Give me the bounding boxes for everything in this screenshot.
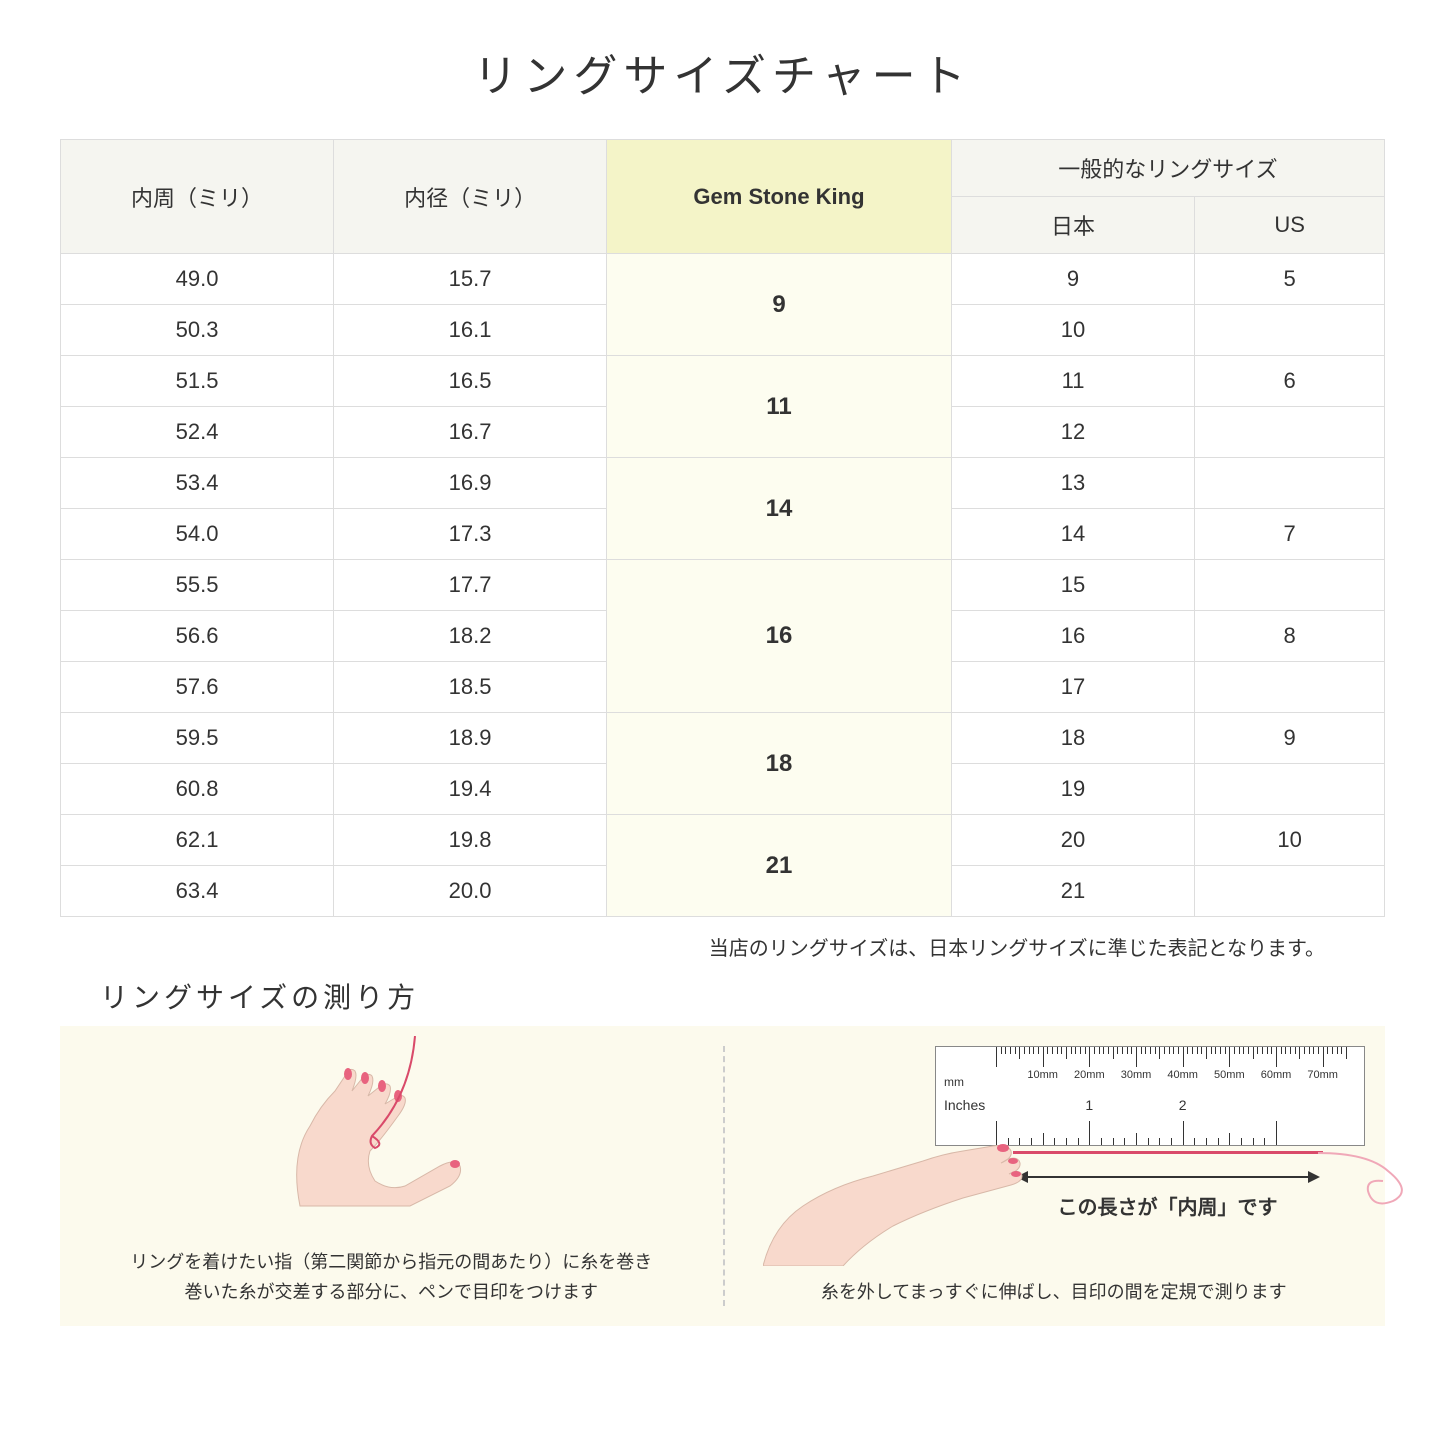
cell-us — [1195, 305, 1385, 356]
cell-circumference: 63.4 — [61, 866, 334, 917]
cell-diameter: 19.8 — [334, 815, 607, 866]
cell-us: 6 — [1195, 356, 1385, 407]
cell-jp: 20 — [951, 815, 1194, 866]
right-caption: 糸を外してまっすぐに伸ばし、目印の間を定規で測ります — [723, 1277, 1386, 1308]
ruler-mm-tick-label: 70mm — [1307, 1069, 1338, 1081]
cell-circumference: 59.5 — [61, 713, 334, 764]
cell-jp: 17 — [951, 662, 1194, 713]
cell-circumference: 54.0 — [61, 509, 334, 560]
thread-curl — [1318, 1141, 1418, 1211]
left-caption: リングを着けたい指（第二関節から指元の間あたり）に糸を巻き巻いた糸が交差する部分… — [60, 1247, 723, 1308]
cell-diameter: 18.5 — [334, 662, 607, 713]
cell-jp: 12 — [951, 407, 1194, 458]
col-us: US — [1195, 197, 1385, 254]
size-chart-table: 内周（ミリ） 内径（ミリ） Gem Stone King 一般的なリングサイズ … — [60, 139, 1385, 917]
cell-us — [1195, 458, 1385, 509]
cell-circumference: 49.0 — [61, 254, 334, 305]
measurement-arrow — [1018, 1176, 1318, 1178]
cell-jp: 16 — [951, 611, 1194, 662]
cell-gsk: 9 — [607, 254, 952, 356]
ruler-mm-tick-label: 30mm — [1121, 1069, 1152, 1081]
cell-diameter: 17.7 — [334, 560, 607, 611]
cell-us — [1195, 407, 1385, 458]
cell-circumference: 60.8 — [61, 764, 334, 815]
thread-line — [1013, 1151, 1323, 1154]
hand-hold-illustration — [763, 1126, 1023, 1266]
cell-us: 10 — [1195, 815, 1385, 866]
col-circumference: 内周（ミリ） — [61, 140, 334, 254]
cell-jp: 14 — [951, 509, 1194, 560]
cell-us — [1195, 866, 1385, 917]
cell-us — [1195, 764, 1385, 815]
ruler-inch-tick-label: 2 — [1179, 1097, 1187, 1113]
cell-diameter: 17.3 — [334, 509, 607, 560]
cell-gsk: 21 — [607, 815, 952, 917]
cell-jp: 13 — [951, 458, 1194, 509]
cell-diameter: 16.7 — [334, 407, 607, 458]
cell-diameter: 16.9 — [334, 458, 607, 509]
howto-right-panel: mm Inches 10mm 20mm 30mm 40mm 50mm 60mm 70mm 1 2… — [723, 1026, 1386, 1326]
cell-us: 8 — [1195, 611, 1385, 662]
cell-jp: 18 — [951, 713, 1194, 764]
cell-jp: 9 — [951, 254, 1194, 305]
cell-jp: 15 — [951, 560, 1194, 611]
ruler-mm-tick-label: 10mm — [1027, 1069, 1058, 1081]
cell-gsk: 16 — [607, 560, 952, 713]
cell-gsk: 14 — [607, 458, 952, 560]
arrow-label: この長さが「内周」です — [1013, 1191, 1323, 1220]
hand-wrap-illustration — [260, 1036, 480, 1216]
cell-circumference: 52.4 — [61, 407, 334, 458]
cell-jp: 11 — [951, 356, 1194, 407]
table-row: 49.015.7995 — [61, 254, 1385, 305]
cell-circumference: 51.5 — [61, 356, 334, 407]
cell-circumference: 62.1 — [61, 815, 334, 866]
cell-circumference: 50.3 — [61, 305, 334, 356]
cell-us: 7 — [1195, 509, 1385, 560]
cell-diameter: 18.2 — [334, 611, 607, 662]
col-gsk: Gem Stone King — [607, 140, 952, 254]
table-row: 53.416.91413 — [61, 458, 1385, 509]
cell-diameter: 16.5 — [334, 356, 607, 407]
ruler-mm-tick-label: 40mm — [1167, 1069, 1198, 1081]
table-row: 62.119.8212010 — [61, 815, 1385, 866]
cell-diameter: 20.0 — [334, 866, 607, 917]
cell-diameter: 19.4 — [334, 764, 607, 815]
ruler-mm-tick-label: 60mm — [1261, 1069, 1292, 1081]
ruler-mm-label: mm — [944, 1075, 964, 1089]
table-row: 51.516.511116 — [61, 356, 1385, 407]
cell-gsk: 18 — [607, 713, 952, 815]
cell-gsk: 11 — [607, 356, 952, 458]
ruler-inches-label: Inches — [944, 1097, 985, 1113]
cell-diameter: 15.7 — [334, 254, 607, 305]
cell-us — [1195, 662, 1385, 713]
howto-left-panel: リングを着けたい指（第二関節から指元の間あたり）に糸を巻き巻いた糸が交差する部分… — [60, 1026, 723, 1326]
cell-us: 9 — [1195, 713, 1385, 764]
footnote: 当店のリングサイズは、日本リングサイズに準じた表記となります。 — [60, 932, 1385, 961]
cell-circumference: 57.6 — [61, 662, 334, 713]
page-title: リングサイズチャート — [60, 40, 1385, 104]
cell-circumference: 53.4 — [61, 458, 334, 509]
cell-jp: 19 — [951, 764, 1194, 815]
col-jp: 日本 — [951, 197, 1194, 254]
cell-diameter: 16.1 — [334, 305, 607, 356]
ruler-inch-tick-label: 1 — [1085, 1097, 1093, 1113]
ruler-mm-tick-label: 50mm — [1214, 1069, 1245, 1081]
cell-us: 5 — [1195, 254, 1385, 305]
cell-circumference: 56.6 — [61, 611, 334, 662]
howto-title: リングサイズの測り方 — [100, 976, 1385, 1016]
table-row: 55.517.71615 — [61, 560, 1385, 611]
cell-jp: 21 — [951, 866, 1194, 917]
cell-jp: 10 — [951, 305, 1194, 356]
cell-diameter: 18.9 — [334, 713, 607, 764]
col-general: 一般的なリングサイズ — [951, 140, 1384, 197]
ruler-mm-tick-label: 20mm — [1074, 1069, 1105, 1081]
cell-us — [1195, 560, 1385, 611]
howto-section: リングを着けたい指（第二関節から指元の間あたり）に糸を巻き巻いた糸が交差する部分… — [60, 1026, 1385, 1326]
col-diameter: 内径（ミリ） — [334, 140, 607, 254]
table-row: 59.518.918189 — [61, 713, 1385, 764]
cell-circumference: 55.5 — [61, 560, 334, 611]
